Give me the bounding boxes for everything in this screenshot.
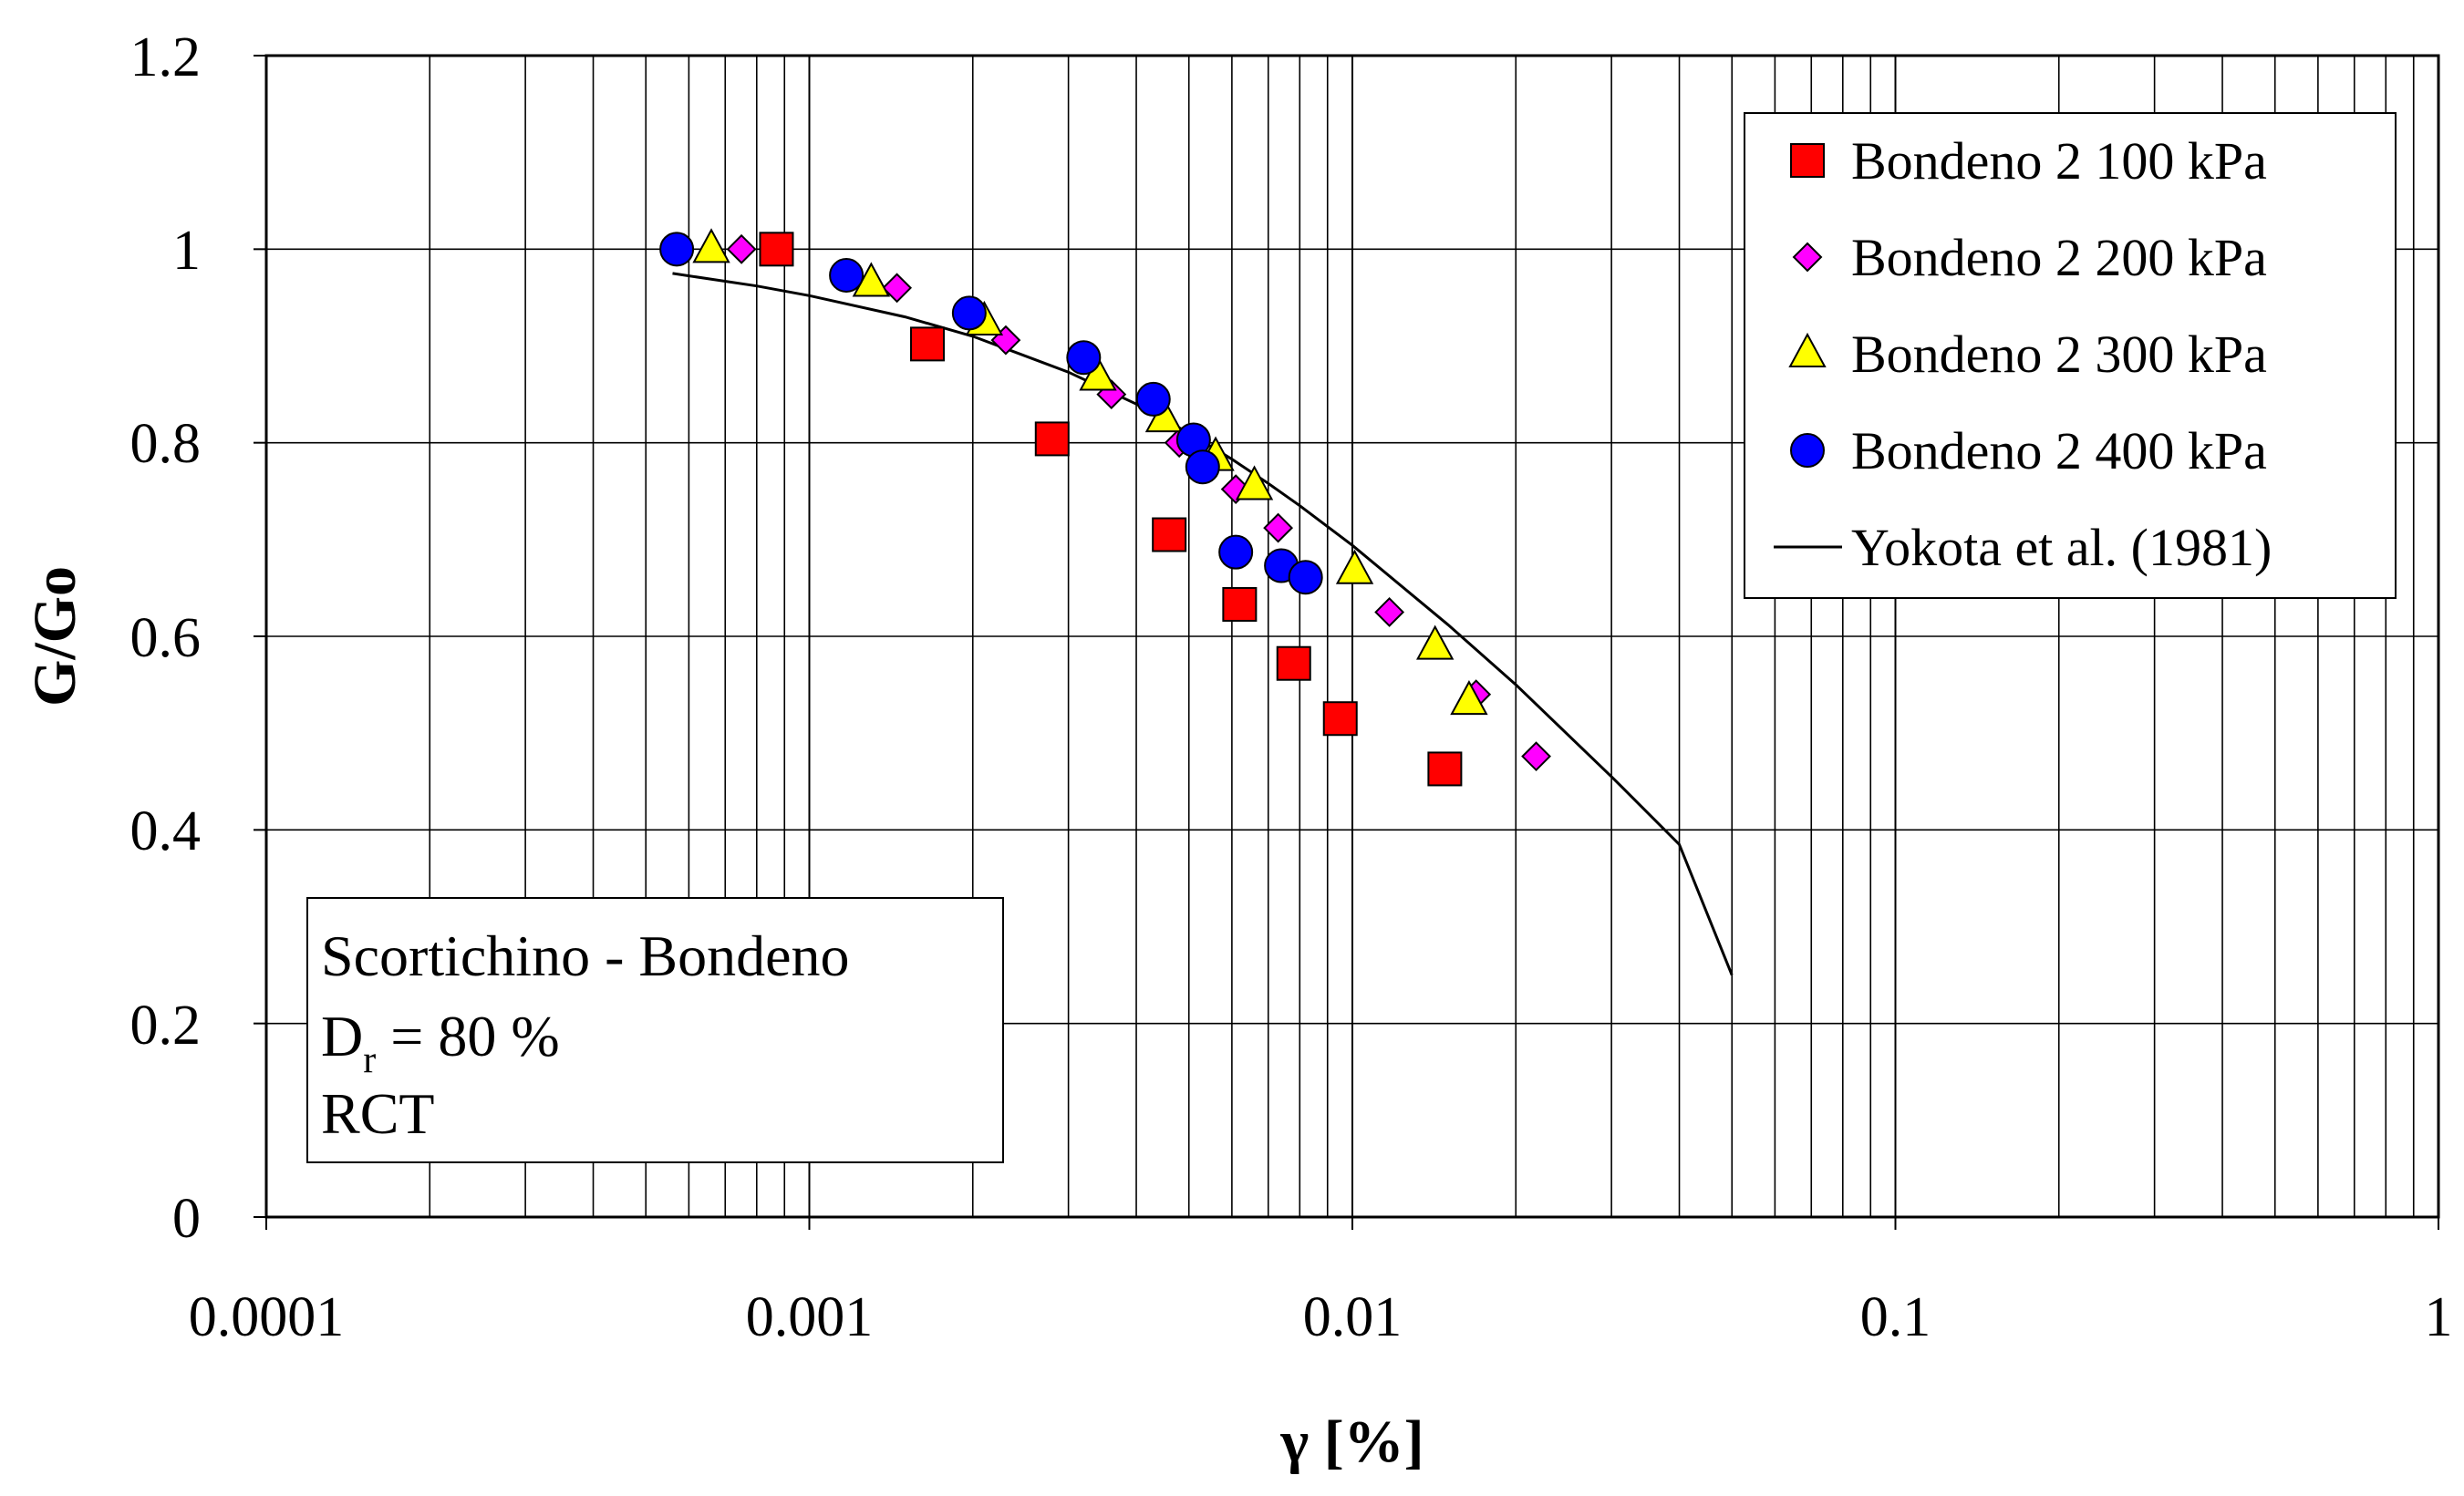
data-point-bondeno-2-400-kpa — [659, 232, 695, 267]
relative-density-subscript: r — [363, 1039, 376, 1081]
legend-swatches — [1774, 143, 1842, 549]
data-point-bondeno-2-300-kpa — [1416, 624, 1455, 660]
data-point-bondeno-2-400-kpa — [951, 295, 987, 331]
data-point-bondeno-2-100-kpa — [1034, 421, 1070, 457]
annotation-relative-density: Dr = 80 % — [321, 1004, 560, 1081]
data-point-bondeno-2-200-kpa — [1374, 597, 1405, 627]
legend-label-100kpa: Bondeno 2 100 kPa — [1851, 131, 2267, 191]
x-axis-title: γ [%] — [1279, 1408, 1424, 1475]
data-point-bondeno-2-200-kpa — [1521, 741, 1551, 772]
relative-density-value: = 80 % — [376, 1004, 559, 1068]
annotation-site-name: Scortichino - Bondeno — [321, 923, 849, 988]
data-point-bondeno-2-100-kpa — [910, 326, 946, 362]
legend-swatch-bondeno-2-100-kpa — [1790, 143, 1825, 178]
y-tick-label: 1 — [172, 220, 201, 282]
legend-label-300kpa: Bondeno 2 300 kPa — [1851, 325, 2267, 384]
legend-label-400kpa: Bondeno 2 400 kPa — [1851, 421, 2267, 480]
legend-swatch-bondeno-2-300-kpa — [1788, 332, 1827, 367]
y-tick-label: 1.2 — [130, 26, 202, 88]
relative-density-symbol: D — [321, 1004, 363, 1068]
x-tick-label: 0.01 — [1303, 1286, 1403, 1348]
data-point-bondeno-2-100-kpa — [1152, 517, 1187, 552]
data-markers — [659, 228, 1551, 787]
data-point-bondeno-2-200-kpa — [726, 233, 757, 264]
y-tick-labels: 0 0.2 0.4 0.6 0.8 1 1.2 — [130, 26, 202, 1250]
y-axis-title: G/Go — [22, 566, 88, 707]
data-point-bondeno-2-400-kpa — [829, 257, 864, 293]
legend-label-yokota: Yokota et al. (1981) — [1851, 518, 2272, 577]
data-point-bondeno-2-100-kpa — [1322, 701, 1358, 737]
annotation-test-type: RCT — [321, 1081, 434, 1146]
annotation-box: Scortichino - Bondeno Dr = 80 % RCT — [306, 897, 1004, 1163]
data-point-bondeno-2-100-kpa — [759, 232, 794, 267]
legend-swatch-bondeno-2-200-kpa — [1792, 242, 1823, 273]
x-tick-label: 1 — [2425, 1286, 2453, 1348]
legend: Bondeno 2 100 kPa Bondeno 2 200 kPa Bond… — [1744, 112, 2397, 599]
y-tick-label: 0.6 — [130, 607, 202, 669]
y-tick-label: 0 — [172, 1188, 201, 1250]
data-point-bondeno-2-300-kpa — [1450, 680, 1488, 716]
y-tick-label: 0.4 — [130, 800, 202, 862]
data-point-bondeno-2-200-kpa — [1263, 512, 1294, 543]
x-tick-label: 0.1 — [1860, 1286, 1931, 1348]
annotation-frame — [306, 897, 1004, 1163]
data-point-bondeno-2-100-kpa — [1276, 645, 1311, 681]
axis-ticks — [254, 55, 2439, 1230]
x-tick-label: 0.0001 — [189, 1286, 345, 1348]
data-point-bondeno-2-300-kpa — [692, 228, 730, 263]
y-tick-label: 0.2 — [130, 995, 202, 1057]
data-point-bondeno-2-400-kpa — [1135, 381, 1171, 417]
series-line-yokota-1981 — [672, 272, 1734, 976]
data-point-bondeno-2-200-kpa — [882, 273, 913, 304]
x-tick-label: 0.001 — [746, 1286, 874, 1348]
legend-box — [1744, 112, 2397, 599]
data-point-bondeno-2-400-kpa — [1185, 449, 1220, 485]
data-point-bondeno-2-300-kpa — [1235, 465, 1274, 500]
data-point-bondeno-2-100-kpa — [1427, 751, 1463, 787]
data-point-bondeno-2-400-kpa — [1066, 340, 1102, 376]
data-point-bondeno-2-400-kpa — [1288, 560, 1323, 595]
y-tick-label: 0.8 — [130, 413, 202, 475]
data-point-bondeno-2-100-kpa — [1222, 586, 1258, 622]
data-point-bondeno-2-400-kpa — [1218, 534, 1254, 570]
legend-label-200kpa: Bondeno 2 200 kPa — [1851, 228, 2267, 287]
legend-swatch-bondeno-2-400-kpa — [1790, 433, 1825, 468]
data-point-bondeno-2-300-kpa — [1335, 549, 1374, 584]
x-tick-labels: 0.0001 0.001 0.01 0.1 1 — [189, 1286, 2453, 1348]
